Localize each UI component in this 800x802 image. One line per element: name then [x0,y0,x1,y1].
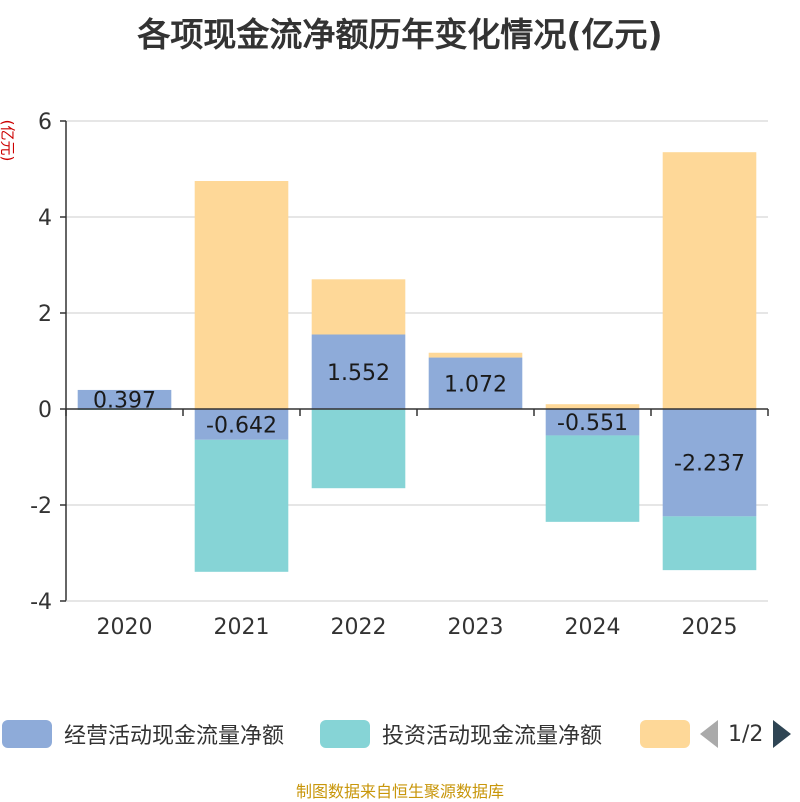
legend-label-operating: 经营活动现金流量净额 [64,724,285,749]
legend-item-financing[interactable] [640,716,690,752]
legend: 经营活动现金流量净额 投资活动现金流量净额 1/2 [0,716,800,752]
x-category-label: 2023 [448,615,504,640]
y-tick-label: -2 [30,494,52,519]
source-footer: 制图数据来自恒生聚源数据库 [295,782,504,801]
bar-operating-2022 [311,334,406,409]
x-category-label: 2025 [682,615,738,640]
bar-financing-2023 [428,352,523,358]
chart-title: 各项现金流净额历年变化情况(亿元) [137,15,663,54]
x-category-label: 2021 [214,615,270,640]
data-label-operating: 1.072 [444,372,507,397]
y-tick-label: 0 [38,398,52,423]
bar-operating-2025 [662,409,757,517]
data-label-operating: 1.552 [327,361,390,386]
bar-investing-2025 [662,516,757,571]
legend-item-operating[interactable]: 经营活动现金流量净额 [2,716,284,752]
bar-operating-2021 [194,409,289,440]
legend-next-page-icon[interactable] [773,720,792,748]
bar-investing-2021 [194,439,289,572]
legend-pager: 1/2 [700,716,792,752]
bar-investing-2024 [545,435,640,522]
bar-investing-2022 [311,409,406,489]
y-tick-label: 4 [38,206,52,231]
legend-item-investing[interactable]: 投资活动现金流量净额 [320,716,602,752]
legend-swatch-financing [640,720,690,748]
x-category-label: 2020 [97,615,153,640]
bar-financing-2021 [194,181,289,409]
legend-swatch-investing [320,720,370,748]
data-label-operating: -0.642 [206,413,277,438]
bar-financing-2025 [662,152,757,409]
bar-operating-2020 [77,389,172,409]
bar-financing-2022 [311,279,406,335]
data-label-operating: -0.551 [557,411,628,436]
data-label-operating: 0.397 [93,388,156,413]
legend-label-investing: 投资活动现金流量净额 [382,724,603,749]
bar-operating-2023 [428,357,523,409]
y-tick-label: 2 [38,302,52,327]
y-tick-label: 6 [38,110,52,135]
x-category-label: 2022 [331,615,387,640]
chart-canvas: -4 -2 0 2 4 6 0.397 -0.642 1.552 1.072 -0.551 -2.23… [30,110,769,640]
legend-swatch-operating [2,720,52,748]
legend-prev-page-icon[interactable] [700,720,718,748]
bar-operating-2024 [545,409,640,436]
bar-financing-2024 [545,404,640,409]
data-label-operating: -2.237 [674,452,745,477]
legend-page-indicator: 1/2 [728,721,764,747]
y-tick-label: -4 [30,590,52,615]
y-axis-unit-label: (亿元) [0,119,17,162]
x-category-label: 2024 [565,615,621,640]
